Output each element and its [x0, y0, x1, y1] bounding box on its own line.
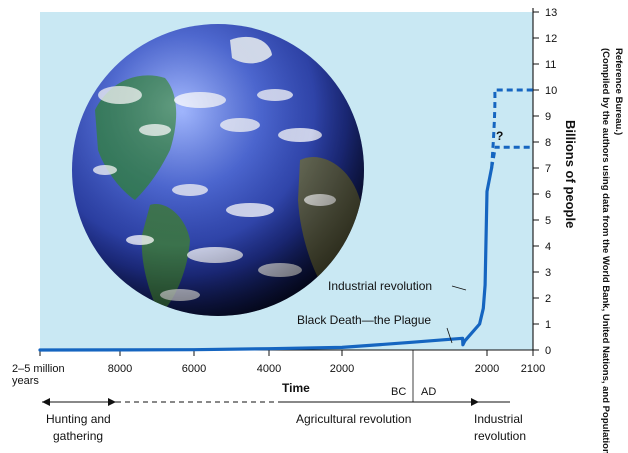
period-timeline — [42, 398, 510, 406]
x-tick-label: 2000 — [475, 363, 499, 375]
annotation-black-death-leader — [446, 327, 453, 344]
x-tick-label: years — [12, 375, 39, 387]
population-series-line — [38, 166, 494, 352]
y-tick-label: 0 — [545, 345, 551, 357]
series-group — [38, 88, 533, 352]
era-ad: AD — [421, 386, 436, 398]
x-tick-label: 4000 — [257, 363, 281, 375]
y-tick-label: 12 — [545, 33, 557, 45]
x-axis-label: Time — [282, 381, 310, 395]
x-tick-label: 2–5 million — [12, 363, 65, 375]
period-hunting-line1: Hunting and — [46, 412, 111, 426]
y-tick-label: 9 — [545, 111, 551, 123]
era-bc: BC — [391, 386, 406, 398]
period-hunting-line2: gathering — [53, 429, 103, 443]
period-industrial-line2: revolution — [474, 429, 526, 443]
projection-line-low — [490, 145, 533, 169]
source-credit-line2: Reference Bureau.) — [613, 48, 624, 135]
annotation-industrial-leader — [451, 285, 467, 291]
y-tick-label: 7 — [545, 163, 551, 175]
y-tick-label: 6 — [545, 189, 551, 201]
annotation-black-death: Black Death—the Plague — [297, 313, 431, 327]
annotation-question-mark: ? — [496, 129, 503, 143]
y-tick-label: 5 — [545, 215, 551, 227]
y-tick-label: 1 — [545, 319, 551, 331]
y-axis-label: Billions of people — [563, 120, 578, 228]
x-tick-label: 2000 — [330, 363, 354, 375]
period-industrial-line1: Industrial — [474, 412, 523, 426]
x-tick-label: 6000 — [182, 363, 206, 375]
period-agricultural: Agricultural revolution — [296, 412, 411, 426]
y-tick-label: 10 — [545, 85, 557, 97]
y-tick-label: 13 — [545, 7, 557, 19]
y-tick-label: 8 — [545, 137, 551, 149]
y-tick-label: 4 — [545, 241, 551, 253]
source-credit-line1: (Compiled by the authors using data from… — [600, 48, 611, 453]
annotation-industrial-revolution: Industrial revolution — [328, 279, 432, 293]
y-tick-label: 3 — [545, 267, 551, 279]
y-tick-label: 2 — [545, 293, 551, 305]
earth-globe-image — [72, 24, 364, 316]
y-tick-label: 11 — [545, 59, 556, 71]
x-tick-label: 8000 — [108, 363, 132, 375]
x-tick-label: 2100 — [521, 363, 545, 375]
